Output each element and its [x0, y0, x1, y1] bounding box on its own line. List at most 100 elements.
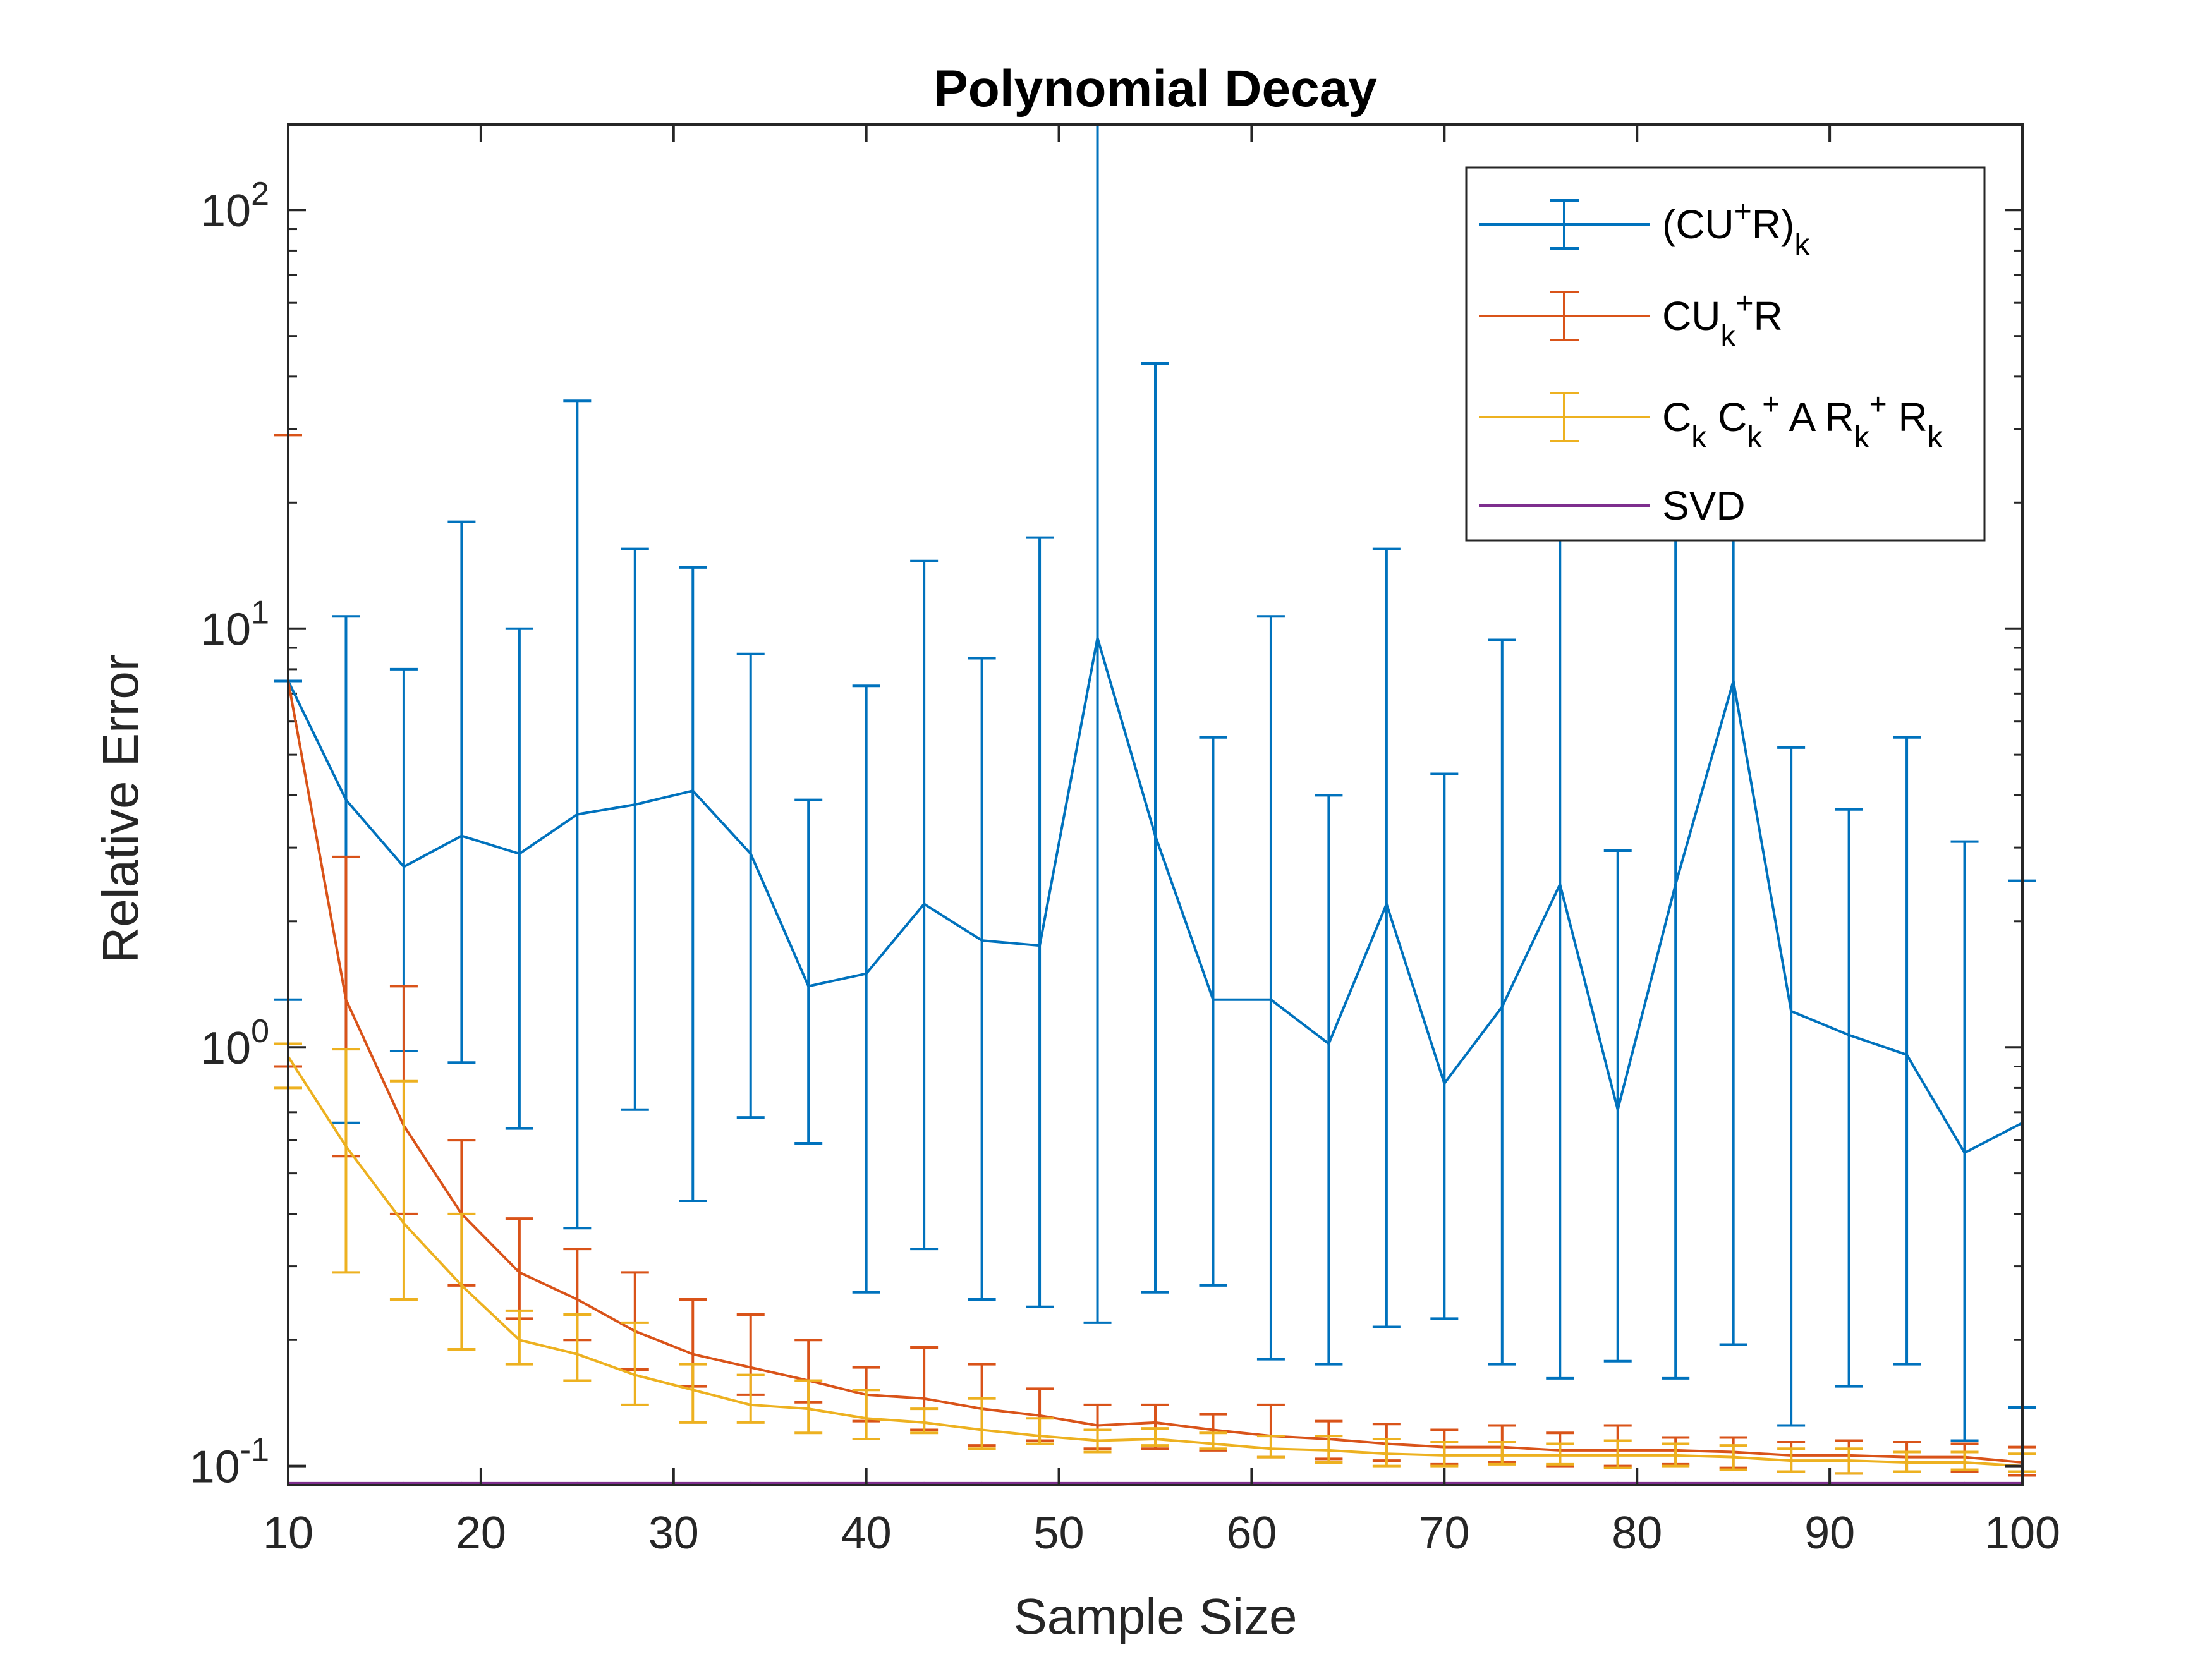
data-point [923, 1397, 926, 1400]
legend-box [1465, 166, 1986, 542]
data-point [1443, 1082, 1446, 1085]
data-point [1327, 1449, 1330, 1452]
data-point [344, 798, 348, 801]
data-point [1327, 1481, 1330, 1485]
data-point [749, 1481, 752, 1485]
data-point [1963, 1152, 1966, 1155]
legend-entry-0: (CU+R)k [1479, 195, 1810, 262]
data-point [1905, 1461, 1909, 1464]
legend-label: (CU+R)k [1662, 195, 1810, 262]
data-point [1038, 1414, 1042, 1417]
data-point [1269, 998, 1272, 1001]
y-tick-label: 10-1 [190, 1432, 269, 1493]
data-point [1616, 1454, 1619, 1457]
y-axis-title: Relative Error [92, 654, 149, 963]
x-tick-label: 90 [1804, 1508, 1855, 1559]
data-point [518, 1481, 521, 1485]
data-point [1096, 1481, 1099, 1485]
data-point [865, 972, 868, 975]
legend-label: CUk+R [1662, 287, 1783, 353]
data-point [691, 789, 695, 793]
data-point [518, 1339, 521, 1342]
data-point [576, 1352, 579, 1356]
x-tick-label: 10 [263, 1508, 313, 1559]
x-tick-label: 50 [1034, 1508, 1085, 1559]
data-point [518, 852, 521, 855]
data-point [1847, 1481, 1850, 1485]
legend-label: Ck Ck+ A Rk+ Rk [1662, 388, 1943, 454]
data-point [344, 998, 348, 1001]
tick-labels: 10 20 30 40 50 60 70 80 90 100 10-1 100 101 102 [190, 176, 2060, 1559]
data-point [1385, 902, 1388, 906]
data-point [576, 813, 579, 816]
x-tick-label: 30 [648, 1508, 699, 1559]
data-point [923, 1421, 926, 1424]
data-point [1905, 1053, 1909, 1056]
data-point [1674, 1481, 1677, 1485]
data-point [633, 1373, 636, 1376]
x-tick-label: 100 [1984, 1508, 2060, 1559]
data-point [633, 803, 636, 806]
data-point [1674, 883, 1677, 886]
data-point [749, 1366, 752, 1369]
legend-label: SVD [1662, 483, 1746, 528]
data-point [344, 1145, 348, 1148]
data-point [1616, 1481, 1619, 1485]
data-point [691, 1389, 695, 1392]
data-point [460, 1481, 463, 1485]
data-point [865, 1417, 868, 1420]
data-point [1212, 1481, 1215, 1485]
data-point [1963, 1461, 1966, 1464]
x-tick-label: 80 [1612, 1508, 1662, 1559]
data-point [1847, 1033, 1850, 1036]
data-point [518, 1271, 521, 1274]
x-axis-title: Sample Size [1013, 1588, 1297, 1644]
data-point [691, 1352, 695, 1356]
chart-title: Polynomial Decay [933, 60, 1377, 118]
data-point [1038, 1481, 1042, 1485]
legend: (CU+R)k CUk+R Ck Ck+ A Rk+ Rk SVD [1465, 166, 1986, 542]
x-tick-label: 20 [456, 1508, 506, 1559]
data-point [1559, 1481, 1562, 1485]
data-point [1732, 679, 1735, 683]
series-2 [274, 1042, 2036, 1475]
data-point [923, 1481, 926, 1485]
data-point [1096, 1424, 1099, 1427]
data-point [980, 939, 983, 942]
data-point [576, 1481, 579, 1485]
data-point [1154, 1437, 1157, 1440]
data-point [633, 1481, 636, 1485]
data-point [1500, 1005, 1504, 1008]
data-point [1847, 1459, 1850, 1462]
data-point [1038, 944, 1042, 947]
data-point [1963, 1481, 1966, 1485]
data-point [1154, 834, 1157, 837]
data-point [749, 852, 752, 855]
data-point [402, 865, 405, 868]
data-point [1905, 1481, 1909, 1485]
data-point [980, 1481, 983, 1485]
legend-entry-3: SVD [1479, 483, 1746, 528]
data-point [1790, 1481, 1793, 1485]
data-point [460, 1284, 463, 1287]
data-point [1327, 1042, 1330, 1045]
data-point [807, 1481, 810, 1485]
data-point [1154, 1481, 1157, 1485]
data-point [807, 985, 810, 988]
y-tick-label: 102 [200, 176, 269, 236]
x-tick-label: 40 [841, 1508, 892, 1559]
y-tick-label: 101 [200, 595, 269, 655]
data-point [1269, 1447, 1272, 1450]
data-point [1212, 998, 1215, 1001]
ticks-layer [287, 125, 2024, 1485]
data-point [1790, 1459, 1793, 1462]
data-point [1269, 1481, 1272, 1485]
data-point [1559, 883, 1562, 886]
data-point [1559, 1454, 1562, 1457]
data-point [1500, 1481, 1504, 1485]
data-point [1038, 1435, 1042, 1438]
data-point [402, 1481, 405, 1485]
data-point [980, 1428, 983, 1431]
y-tick-label: 100 [200, 1013, 269, 1074]
x-tick-label: 60 [1226, 1508, 1277, 1559]
